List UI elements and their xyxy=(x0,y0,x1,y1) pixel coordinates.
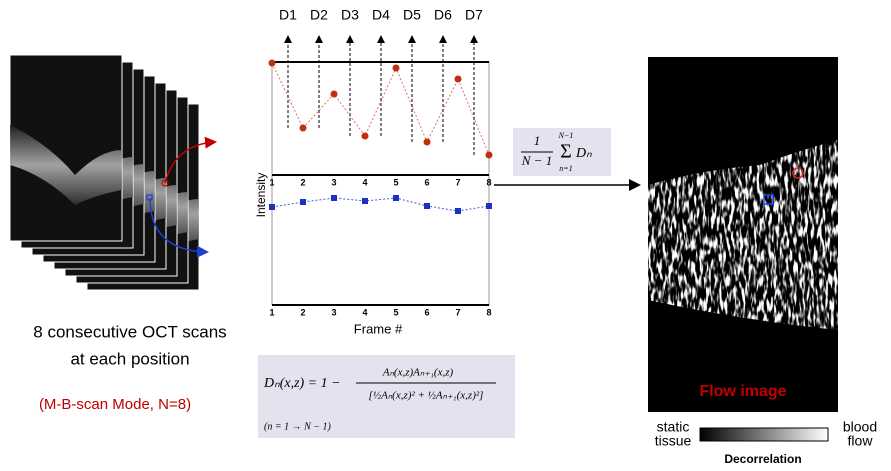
x-tick-label: 7 xyxy=(455,307,460,317)
blue-point xyxy=(362,198,368,204)
numerator: Aₙ(x,z)Aₙ₊₁(x,z) xyxy=(382,367,454,379)
x-tick-label: 8 xyxy=(486,307,491,317)
red-point xyxy=(485,151,493,159)
x-tick-label: 8 xyxy=(486,177,491,187)
decorrelation-label: D7 xyxy=(465,7,483,23)
red-point xyxy=(330,90,338,98)
caption: at each position xyxy=(70,349,189,368)
blue-point xyxy=(331,195,337,201)
x-tick-label: 6 xyxy=(424,177,429,187)
term: Dₙ xyxy=(575,146,592,161)
x-tick-label: 3 xyxy=(331,177,336,187)
plot xyxy=(268,59,493,306)
decorrelation-label: D3 xyxy=(341,7,359,23)
colorbar-right: blood xyxy=(843,419,877,435)
x-tick-label: 2 xyxy=(300,307,305,317)
red-point xyxy=(361,132,369,140)
decorrelation-label: D4 xyxy=(372,7,390,23)
blue-marker xyxy=(146,194,153,201)
decorrelation-label: D6 xyxy=(434,7,452,23)
retina-layer xyxy=(10,125,122,205)
x-tick-label: 3 xyxy=(331,307,336,317)
oct-scan xyxy=(9,54,123,242)
blue-point xyxy=(269,204,275,210)
blue-point xyxy=(455,208,461,214)
red-marker xyxy=(792,167,804,179)
x-tick-label: 1 xyxy=(269,307,274,317)
caption: 8 consecutive OCT scans xyxy=(33,322,226,341)
sum: Σ xyxy=(560,141,572,163)
blue-point xyxy=(486,203,492,209)
x-tick-label: 1 xyxy=(269,177,274,187)
x-tick-label: 5 xyxy=(393,177,398,187)
decorrelation-label: D5 xyxy=(403,7,421,23)
red-point xyxy=(299,124,307,132)
average-formula: 1 N − 1 N−1 Σ n=1 Dₙ xyxy=(521,131,592,173)
x-tick-label: 4 xyxy=(362,307,367,317)
decorrelation-label: D2 xyxy=(310,7,328,23)
colorbar-title: Decorrelation xyxy=(724,452,801,466)
denominator: N − 1 xyxy=(521,153,552,168)
blue-marker xyxy=(763,194,774,205)
sum-upper: N−1 xyxy=(558,131,574,140)
colorbar-left: tissue xyxy=(655,433,692,449)
blue-point xyxy=(424,203,430,209)
red-point xyxy=(423,138,431,146)
numerator: 1 xyxy=(534,133,541,148)
x-tick-label: 4 xyxy=(362,177,367,187)
red-point xyxy=(392,64,400,72)
flow-label: Flow image xyxy=(699,383,786,400)
denominator: [½Aₙ(x,z)² + ½Aₙ₊₁(x,z)²] xyxy=(369,390,484,402)
blue-point xyxy=(300,199,306,205)
y-label: Intensity xyxy=(254,173,268,218)
x-label: Frame # xyxy=(354,321,403,336)
red-marker xyxy=(161,179,169,187)
x-tick-label: 6 xyxy=(424,307,429,317)
x-tick-label: 2 xyxy=(300,177,305,187)
red-arrow xyxy=(164,136,217,184)
x-tick-label: 5 xyxy=(393,307,398,317)
formula-left: Dₙ(x,z) = 1 − xyxy=(263,376,341,391)
red-point xyxy=(454,75,462,83)
colorbar-left: static xyxy=(657,419,690,435)
colorbar-right: flow xyxy=(848,433,874,449)
blue-arrow xyxy=(149,197,209,258)
colorbar xyxy=(699,427,829,442)
condition: (n = 1 → N − 1) xyxy=(264,421,331,432)
decorrelation-label: D1 xyxy=(279,7,297,23)
mode-note: (M-B-scan Mode, N=8) xyxy=(39,396,191,413)
decorrelation-formula: Dₙ(x,z) = 1 − Aₙ(x,z)Aₙ₊₁(x,z) [½Aₙ(x,z)… xyxy=(263,367,496,432)
sum-lower: n=1 xyxy=(559,164,572,173)
oct-stack xyxy=(9,54,200,291)
formula-box xyxy=(258,355,515,438)
blue-trace xyxy=(271,197,490,212)
red-point xyxy=(268,59,276,67)
x-tick-label: 7 xyxy=(455,177,460,187)
blue-point xyxy=(393,195,399,201)
